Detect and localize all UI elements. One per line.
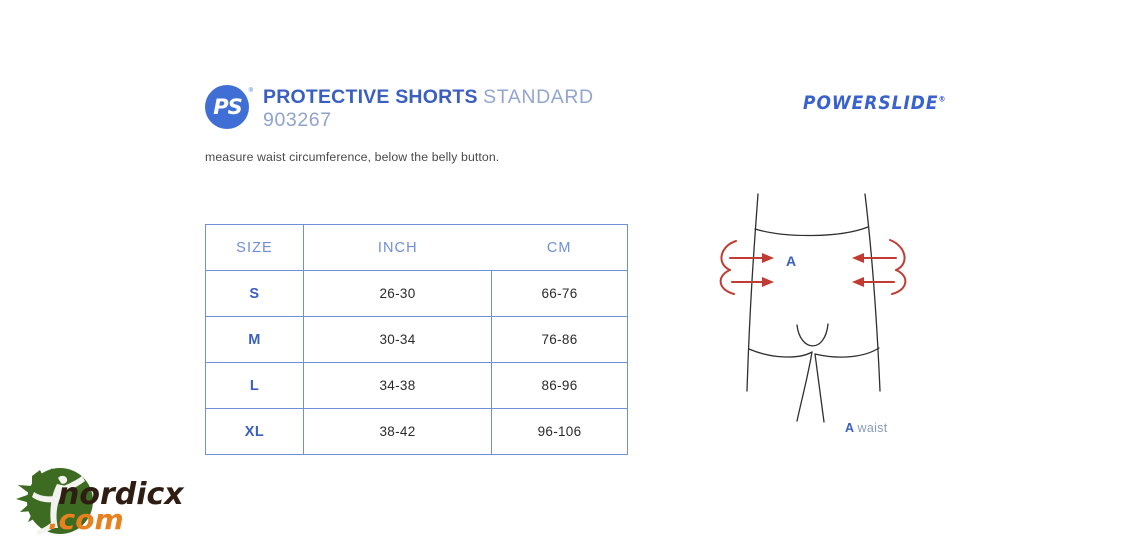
waist-measurement-diagram: A <box>700 186 945 446</box>
page-title: PROTECTIVE SHORTS STANDARD <box>263 86 594 108</box>
article-number: 903267 <box>263 109 332 131</box>
column-header-inch: INCH <box>303 224 492 271</box>
cell-size: M <box>205 316 304 363</box>
table-row: S 26-30 66-76 <box>205 270 628 317</box>
trademark-icon: ® <box>938 94 946 104</box>
table-row: XL 38-42 96-106 <box>205 408 628 455</box>
table-header-row: SIZE INCH CM <box>205 224 628 271</box>
measure-marker-a: A <box>786 253 796 269</box>
diagram-legend: A waist <box>845 421 888 435</box>
table-header: SIZE INCH CM <box>205 224 628 271</box>
cell-inch: 38-42 <box>303 408 492 455</box>
nordicx-splat-icon <box>16 468 93 535</box>
size-table: SIZE INCH CM S 26-30 66-76 M 30-34 76-86… <box>205 224 628 455</box>
nordicx-tld: .com <box>48 503 124 536</box>
registered-mark-icon: ® <box>248 88 253 94</box>
arrow-heads-icon <box>762 253 864 287</box>
cell-inch: 26-30 <box>303 270 492 317</box>
column-header-size: SIZE <box>205 224 304 271</box>
cell-inch: 34-38 <box>303 362 492 409</box>
legend-marker: A <box>845 421 855 435</box>
powerslide-text: POWERSLIDE <box>803 92 939 115</box>
product-header: PS ® PROTECTIVE SHORTS STANDARD 903267 <box>205 84 594 132</box>
nordicx-name: nordicx <box>58 477 185 512</box>
cell-cm: 66-76 <box>491 270 628 317</box>
product-name: PROTECTIVE SHORTS <box>263 86 478 108</box>
ps-logo-text: PS <box>213 95 243 119</box>
table-body: S 26-30 66-76 M 30-34 76-86 L 34-38 86-9… <box>205 270 628 455</box>
cell-cm: 76-86 <box>491 316 628 363</box>
table-row: L 34-38 86-96 <box>205 362 628 409</box>
nordicx-wordmark-icon: nordicx .com <box>48 477 185 536</box>
body-outline-icon <box>746 193 881 423</box>
ps-brand-icon: PS ® <box>205 85 253 129</box>
cell-cm: 86-96 <box>491 362 628 409</box>
title-block: PROTECTIVE SHORTS STANDARD 903267 <box>263 84 594 132</box>
table-row: M 30-34 76-86 <box>205 316 628 363</box>
column-header-cm: CM <box>491 224 628 271</box>
nordicx-watermark-logo: nordicx .com <box>14 466 200 536</box>
legend-label: waist <box>857 421 888 435</box>
cell-inch: 30-34 <box>303 316 492 363</box>
measure-instruction: measure waist circumference, below the b… <box>205 150 500 164</box>
powerslide-wordmark: POWERSLIDE® <box>803 92 946 114</box>
cell-size: S <box>205 270 304 317</box>
product-variant: STANDARD <box>483 86 594 108</box>
ps-logo-circle <box>205 85 249 129</box>
cell-size: L <box>205 362 304 409</box>
measurement-arrows-icon <box>719 239 907 295</box>
cell-size: XL <box>205 408 304 455</box>
cell-cm: 96-106 <box>491 408 628 455</box>
